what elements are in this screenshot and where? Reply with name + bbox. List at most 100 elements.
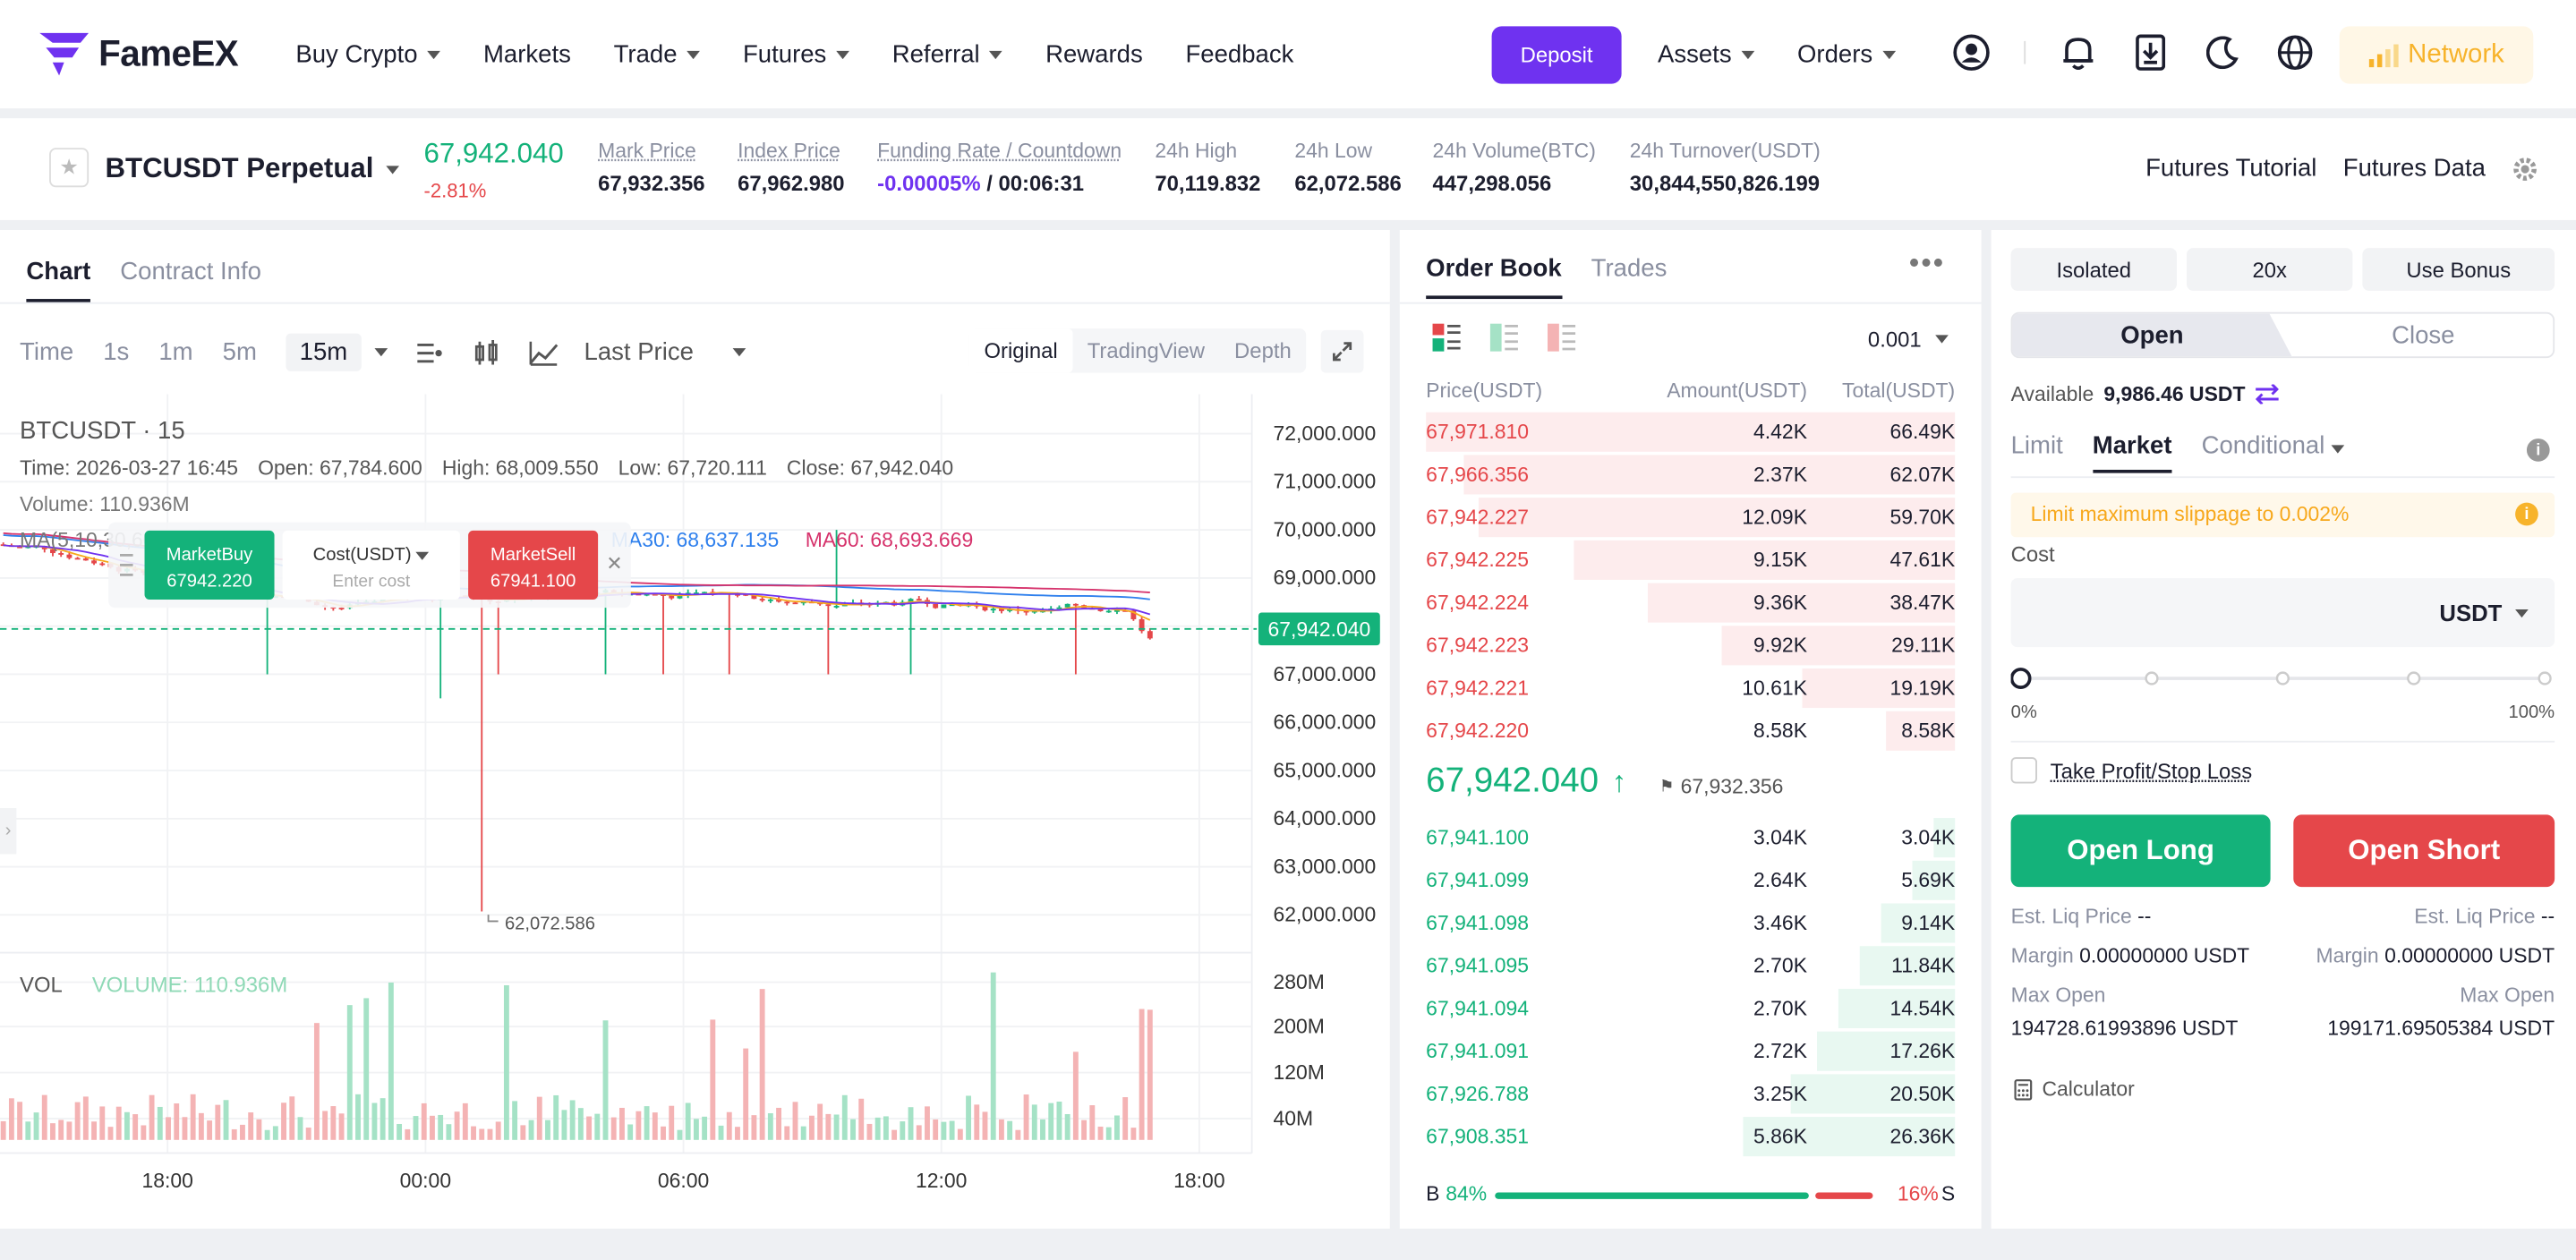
tab-trades[interactable]: Trades <box>1591 254 1668 283</box>
bid-row[interactable]: 67,941.095 2.70K 11.84K <box>1426 946 1956 986</box>
bid-row[interactable]: 67,926.788 3.25K 20.50K <box>1426 1074 1956 1114</box>
orders-menu[interactable]: Orders <box>1797 40 1896 68</box>
line-chart-icon[interactable] <box>528 339 558 365</box>
futures-data-link[interactable]: Futures Data <box>2342 154 2486 183</box>
symbol-selector[interactable]: BTCUSDT Perpetual <box>105 153 400 186</box>
tf-time[interactable]: Time <box>20 338 74 367</box>
row-price: 67,966.356 <box>1426 463 1530 487</box>
nav-item-buy-crypto[interactable]: Buy Crypto <box>295 40 441 68</box>
globe-icon[interactable] <box>2275 33 2315 72</box>
bid-row[interactable]: 67,941.100 3.04K 3.04K <box>1426 818 1956 858</box>
depth-bar <box>1790 1074 1956 1114</box>
ask-row[interactable]: 67,942.227 12.09K 59.70K <box>1426 498 1956 538</box>
ask-row[interactable]: 67,971.810 4.42K 66.49K <box>1426 412 1956 452</box>
bid-row[interactable]: 67,908.351 5.86K 26.36K <box>1426 1117 1956 1157</box>
leverage-button[interactable]: 20x <box>2186 248 2353 291</box>
precision-selector[interactable]: 0.001 <box>1868 327 1949 352</box>
bid-row[interactable]: 67,941.098 3.46K 9.14K <box>1426 903 1956 943</box>
calculator-label: Calculator <box>2042 1077 2135 1101</box>
ask-row[interactable]: 67,942.225 9.15K 47.61K <box>1426 540 1956 580</box>
fullscreen-icon[interactable] <box>1320 329 1364 373</box>
bell-icon[interactable] <box>2059 33 2098 72</box>
volume-bar <box>627 1124 634 1140</box>
bid-row[interactable]: 67,941.094 2.70K 14.54K <box>1426 988 1956 1028</box>
cost-slider[interactable] <box>2010 667 2555 690</box>
tf-1s[interactable]: 1s <box>103 338 130 367</box>
close-icon[interactable]: ✕ <box>606 551 623 575</box>
indicator-list-icon[interactable] <box>416 341 442 364</box>
view-depth[interactable]: Depth <box>1234 338 1292 363</box>
stat-label[interactable]: Funding Rate / Countdown <box>877 140 1122 163</box>
volume-bar <box>115 1106 122 1140</box>
quick-cost-input[interactable]: Cost(USDT) Enter cost <box>282 530 460 600</box>
tab-limit[interactable]: Limit <box>2010 431 2063 460</box>
volume-bar <box>925 1106 930 1140</box>
asks-only-icon[interactable] <box>1548 323 1576 352</box>
view-tradingview[interactable]: TradingView <box>1087 338 1206 363</box>
deposit-button[interactable]: Deposit <box>1491 26 1622 84</box>
tf-selected[interactable]: 15m <box>286 333 361 371</box>
tab-market[interactable]: Market <box>2092 432 2172 473</box>
tab-order-book[interactable]: Order Book <box>1426 254 1562 300</box>
nav-item-trade[interactable]: Trade <box>614 40 701 68</box>
tpsl-toggle[interactable]: Take Profit/Stop Loss <box>2010 757 2252 784</box>
tf-1m[interactable]: 1m <box>158 338 193 367</box>
ask-row[interactable]: 67,966.356 2.37K 62.07K <box>1426 455 1956 495</box>
price-type-selector[interactable]: Last Price <box>584 338 746 366</box>
download-icon[interactable] <box>2131 33 2171 72</box>
info-icon[interactable]: i <box>2526 438 2550 462</box>
info-icon[interactable]: i <box>2515 502 2538 526</box>
calculator-link[interactable]: Calculator <box>2014 1077 2135 1101</box>
cost-unit-selector[interactable]: Cost(USDT) <box>283 542 460 568</box>
bid-row[interactable]: 67,941.099 2.64K 5.69K <box>1426 860 1956 900</box>
candle-type-icon[interactable] <box>473 339 499 365</box>
margin-mode-button[interactable]: Isolated <box>2010 248 2177 291</box>
favorite-star-icon[interactable]: ★ <box>49 148 90 188</box>
drag-handle-icon[interactable] <box>119 552 133 578</box>
tab-contract-info[interactable]: Contract Info <box>120 258 261 286</box>
logo[interactable]: FameEX <box>39 32 239 76</box>
open-short-button[interactable]: Open Short <box>2293 814 2555 888</box>
user-icon[interactable] <box>1952 33 1992 72</box>
candlestick-chart[interactable]: 72,000.000 71,000.000 70,000.000 69,000.000… <box>0 394 1390 1216</box>
depth-bar <box>1886 711 1956 751</box>
tab-conditional[interactable]: Conditional <box>2202 432 2345 473</box>
nav-item-rewards[interactable]: Rewards <box>1045 40 1143 68</box>
tab-chart[interactable]: Chart <box>26 258 91 302</box>
market-sell-button[interactable]: MarketSell 67941.100 <box>468 530 599 600</box>
chevron-right-icon[interactable]: › <box>0 808 17 855</box>
tf-5m[interactable]: 5m <box>222 338 257 367</box>
tpsl-checkbox[interactable] <box>2010 757 2037 784</box>
bid-row[interactable]: 67,941.091 2.72K 17.26K <box>1426 1031 1956 1071</box>
market-buy-button[interactable]: MarketBuy 67942.220 <box>144 530 275 600</box>
nav-item-feedback[interactable]: Feedback <box>1185 40 1293 68</box>
nav-item-markets[interactable]: Markets <box>483 40 571 68</box>
view-original[interactable]: Original <box>968 328 1073 373</box>
open-tab[interactable]: Open <box>2012 313 2292 357</box>
futures-tutorial-link[interactable]: Futures Tutorial <box>2145 154 2317 183</box>
assets-menu[interactable]: Assets <box>1658 40 1755 68</box>
open-long-button[interactable]: Open Long <box>2010 814 2271 888</box>
chevron-down-icon[interactable] <box>373 348 388 357</box>
ask-row[interactable]: 67,942.223 9.92K 29.11K <box>1426 626 1956 666</box>
cost-input[interactable]: USDT <box>2010 578 2555 648</box>
stat-label[interactable]: Index Price <box>738 140 840 163</box>
ask-row[interactable]: 67,942.224 9.36K 38.47K <box>1426 583 1956 623</box>
nav-item-futures[interactable]: Futures <box>743 40 850 68</box>
bids-only-icon[interactable] <box>1489 323 1518 352</box>
close-tab[interactable]: Close <box>2392 320 2455 350</box>
use-bonus-button[interactable]: Use Bonus <box>2362 248 2555 291</box>
transfer-icon[interactable] <box>2255 384 2279 404</box>
volume-bar <box>536 1096 542 1140</box>
candle-body <box>792 602 798 605</box>
network-status[interactable]: Network <box>2339 26 2534 84</box>
stat-label[interactable]: Mark Price <box>598 140 696 163</box>
both-sides-icon[interactable] <box>1432 323 1461 352</box>
ask-row[interactable]: 67,942.221 10.61K 19.19K <box>1426 668 1956 709</box>
ask-row[interactable]: 67,942.220 8.58K 8.58K <box>1426 711 1956 751</box>
gear-icon[interactable] <box>2512 155 2538 181</box>
cost-unit-selector[interactable]: USDT <box>2439 600 2529 626</box>
more-icon[interactable]: ••• <box>1908 246 1946 280</box>
moon-icon[interactable] <box>2203 33 2242 72</box>
nav-item-referral[interactable]: Referral <box>892 40 1003 68</box>
